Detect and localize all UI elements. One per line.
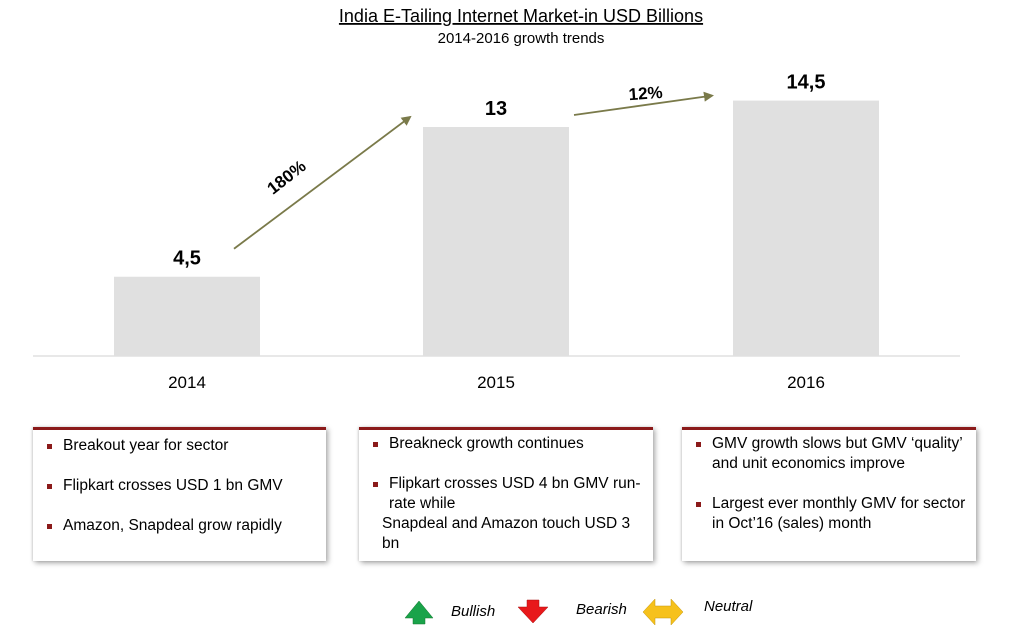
legend bbox=[404, 598, 684, 626]
note-item: Flipkart crosses USD 1 bn GMV bbox=[43, 476, 318, 496]
note-text: Flipkart crosses USD 1 bn GMV bbox=[63, 477, 283, 494]
note-item: GMV growth slows but GMV ‘quality’ and u… bbox=[692, 434, 968, 474]
legend-label-bullish: Bullish bbox=[451, 603, 496, 620]
note-text-continued: Snapdeal and Amazon touch USD 3 bn bbox=[382, 515, 631, 552]
bar-2015 bbox=[423, 127, 569, 357]
growth-label-2015-2016: 12% bbox=[628, 83, 663, 104]
chart-subtitle: 2014-2016 growth trends bbox=[438, 30, 605, 47]
notes-box-2016: GMV growth slows but GMV ‘quality’ and u… bbox=[682, 427, 976, 561]
legend-label-neutral: Neutral bbox=[704, 598, 753, 615]
note-text: Breakneck growth continues bbox=[389, 435, 584, 452]
notes-box-2014: Breakout year for sector Flipkart crosses… bbox=[33, 427, 326, 561]
data-label-2016: 14,5 bbox=[787, 72, 826, 94]
note-item: Breakout year for sector bbox=[43, 436, 318, 456]
green-up-arrow-icon bbox=[404, 600, 434, 625]
note-text: GMV growth slows but GMV ‘quality’ and u… bbox=[712, 435, 963, 472]
note-text: Breakout year for sector bbox=[63, 437, 229, 454]
bar-2016 bbox=[733, 100, 879, 357]
x-tick-label-2015: 2015 bbox=[477, 373, 515, 392]
note-text: Amazon, Snapdeal grow rapidly bbox=[63, 517, 282, 534]
note-item: Largest ever monthly GMV for sector in O… bbox=[692, 494, 968, 534]
note-text: Largest ever monthly GMV for sector in O… bbox=[712, 495, 966, 532]
x-tick-label-2016: 2016 bbox=[787, 373, 825, 392]
chart-title: India E-Tailing Internet Market-in USD B… bbox=[339, 6, 703, 26]
yellow-double-arrow-icon bbox=[642, 598, 684, 626]
data-label-2014: 4,5 bbox=[173, 248, 201, 270]
note-item: Breakneck growth continues bbox=[369, 434, 645, 454]
red-down-arrow-icon-shape bbox=[517, 599, 549, 624]
data-label-2015: 13 bbox=[485, 98, 507, 120]
note-text: Flipkart crosses USD 4 bn GMV run-rate w… bbox=[389, 475, 641, 512]
growth-label-2014-2015: 180% bbox=[264, 157, 310, 199]
legend-label-bearish: Bearish bbox=[576, 601, 627, 618]
bar-2014 bbox=[114, 276, 260, 356]
notes-box-2015: Breakneck growth continues Flipkart cross… bbox=[359, 427, 653, 561]
growth-arrow-2014-2015 bbox=[233, 115, 412, 250]
x-tick-label-2014: 2014 bbox=[168, 373, 206, 392]
note-item: Amazon, Snapdeal grow rapidly bbox=[43, 516, 318, 536]
growth-arrow-2015-2016 bbox=[573, 91, 714, 116]
note-item: Flipkart crosses USD 4 bn GMV run-rate w… bbox=[369, 474, 645, 554]
